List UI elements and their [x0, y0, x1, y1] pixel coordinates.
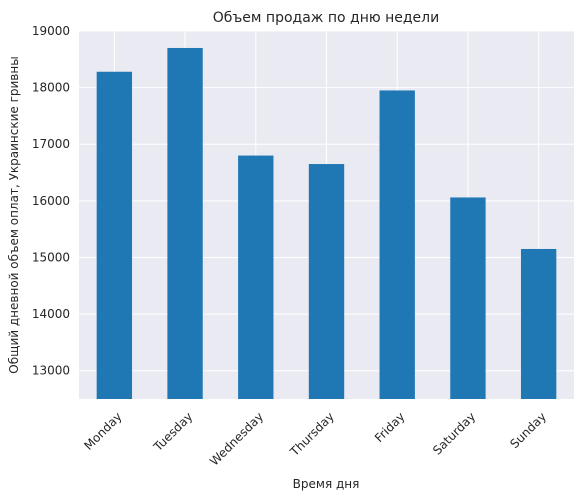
y-tick-labels: 13000 14000 15000 16000 17000 18000 19000: [32, 24, 70, 378]
x-tick-label-tuesday: Tuesday: [150, 409, 195, 454]
y-axis-label: Общий дневной объем оплат, Украинские гр…: [7, 56, 21, 373]
bar-friday: [379, 90, 415, 399]
x-tick-labels: Monday Tuesday Wednesday Thursday Friday Satu…: [81, 409, 549, 468]
bar-saturday: [450, 197, 486, 399]
y-tick-label: 19000: [32, 24, 70, 38]
chart-title: Объем продаж по дню недели: [213, 10, 439, 26]
x-tick-label-monday: Monday: [81, 409, 124, 452]
bars: [96, 47, 557, 400]
x-tick-label-thursday: Thursday: [287, 409, 337, 459]
y-tick-label: 14000: [32, 307, 70, 321]
bar-monday: [96, 71, 133, 400]
y-tick-label: 13000: [32, 364, 70, 378]
bar-wednesday: [238, 155, 274, 399]
bar-tuesday: [167, 47, 203, 399]
y-tick-label: 16000: [32, 194, 70, 208]
x-axis-label: Время дня: [293, 477, 360, 491]
x-tick-label-saturday: Saturday: [430, 409, 478, 457]
x-tick-label-wednesday: Wednesday: [207, 409, 266, 468]
bar-thursday: [308, 164, 345, 399]
bar-sunday: [520, 248, 557, 399]
y-tick-label: 18000: [32, 81, 70, 95]
x-tick-label-sunday: Sunday: [507, 409, 549, 451]
x-tick-label-friday: Friday: [372, 409, 408, 445]
y-tick-label: 17000: [32, 137, 70, 151]
y-tick-label: 15000: [32, 250, 70, 264]
